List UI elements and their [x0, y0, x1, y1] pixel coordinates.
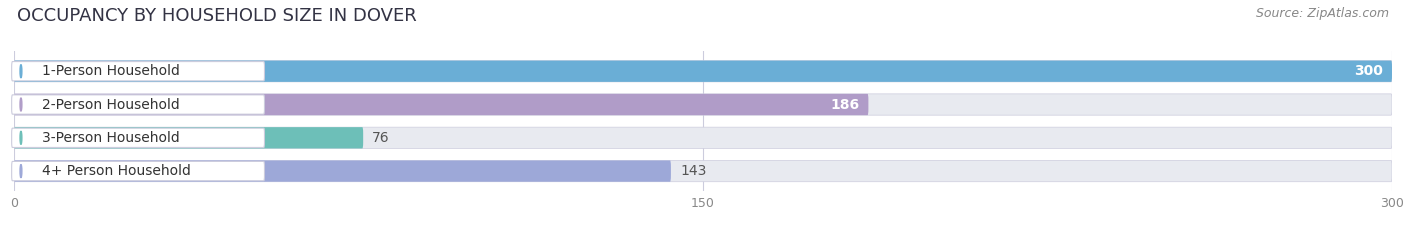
FancyBboxPatch shape — [14, 127, 363, 148]
FancyBboxPatch shape — [11, 128, 264, 147]
FancyBboxPatch shape — [14, 61, 1392, 82]
Text: Source: ZipAtlas.com: Source: ZipAtlas.com — [1256, 7, 1389, 20]
FancyBboxPatch shape — [11, 161, 264, 181]
Circle shape — [20, 98, 22, 111]
FancyBboxPatch shape — [14, 161, 671, 182]
Text: OCCUPANCY BY HOUSEHOLD SIZE IN DOVER: OCCUPANCY BY HOUSEHOLD SIZE IN DOVER — [17, 7, 416, 25]
FancyBboxPatch shape — [14, 127, 1392, 148]
Text: 1-Person Household: 1-Person Household — [42, 64, 180, 78]
Text: 300: 300 — [1354, 64, 1382, 78]
Text: 2-Person Household: 2-Person Household — [42, 98, 180, 112]
Text: 4+ Person Household: 4+ Person Household — [42, 164, 190, 178]
Circle shape — [20, 164, 22, 178]
FancyBboxPatch shape — [11, 95, 264, 114]
FancyBboxPatch shape — [14, 94, 1392, 115]
FancyBboxPatch shape — [14, 161, 1392, 182]
Circle shape — [20, 65, 22, 78]
Circle shape — [20, 131, 22, 144]
Text: 143: 143 — [681, 164, 706, 178]
FancyBboxPatch shape — [14, 94, 869, 115]
Text: 3-Person Household: 3-Person Household — [42, 131, 180, 145]
Text: 76: 76 — [373, 131, 389, 145]
Text: 186: 186 — [830, 98, 859, 112]
FancyBboxPatch shape — [11, 62, 264, 81]
FancyBboxPatch shape — [14, 61, 1392, 82]
